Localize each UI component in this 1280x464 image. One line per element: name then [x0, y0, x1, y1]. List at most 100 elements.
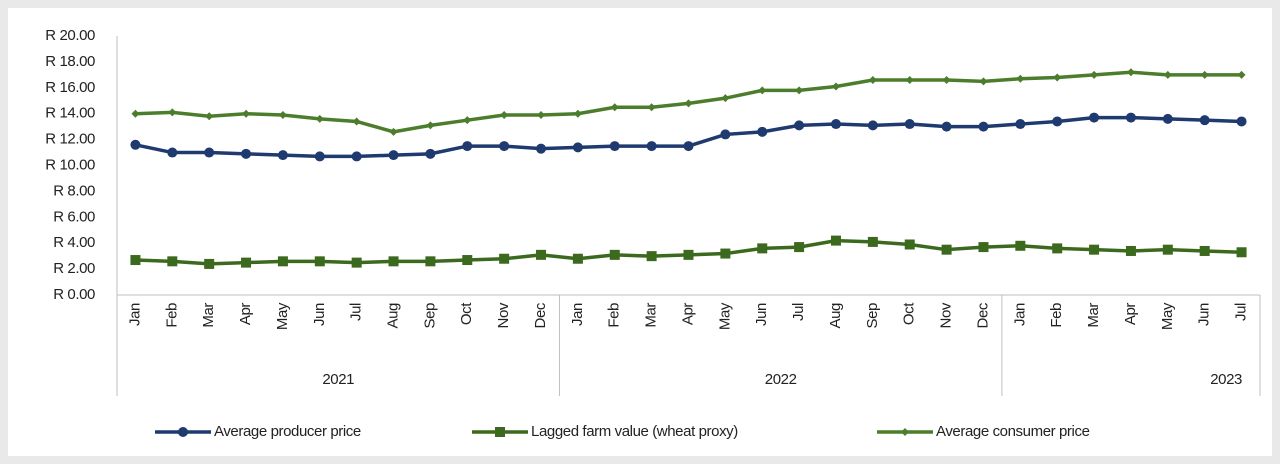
group-label: 2022 [765, 371, 797, 388]
marker [941, 244, 952, 255]
marker [867, 120, 878, 131]
x-tick-label: Jun [311, 303, 328, 326]
marker [794, 120, 805, 131]
group-label: 2023 [1210, 371, 1242, 388]
marker [720, 129, 731, 140]
marker [1126, 68, 1135, 77]
x-tick-label: Aug [827, 303, 844, 329]
x-tick-label: May [274, 302, 291, 330]
y-tick-label: R 8.00 [53, 182, 95, 199]
marker [1053, 73, 1062, 82]
marker [1125, 245, 1136, 256]
marker [499, 141, 510, 152]
marker [572, 253, 583, 264]
marker [1237, 70, 1246, 79]
chart-background [8, 8, 1272, 456]
x-tick-label: Nov [495, 302, 512, 328]
marker [609, 141, 620, 152]
marker [979, 77, 988, 86]
marker [500, 110, 509, 119]
marker [204, 258, 215, 269]
x-tick-label: Sep [864, 303, 881, 329]
x-tick-label: Mar [200, 303, 217, 328]
y-tick-label: R 6.00 [53, 208, 95, 225]
marker [1162, 244, 1173, 255]
marker [167, 147, 178, 158]
marker [1052, 116, 1063, 127]
x-tick-label: Feb [606, 303, 623, 328]
x-tick-label: Dec [532, 302, 549, 328]
marker [646, 141, 657, 152]
marker [426, 121, 435, 130]
y-tick-label: R 4.00 [53, 234, 95, 251]
marker [942, 76, 951, 85]
marker [647, 103, 656, 112]
marker [242, 109, 251, 118]
x-tick-label: Mar [1085, 303, 1102, 328]
marker [904, 239, 915, 250]
marker [721, 94, 730, 103]
x-tick-label: Aug [385, 303, 402, 329]
marker [389, 127, 398, 136]
marker [646, 251, 657, 262]
marker [462, 141, 473, 152]
marker [388, 150, 399, 161]
x-tick-label: Jun [753, 303, 770, 326]
marker [495, 427, 505, 437]
marker [1052, 243, 1063, 254]
y-tick-label: R 2.00 [53, 260, 95, 277]
marker [1015, 240, 1026, 251]
x-tick-label: May [716, 302, 733, 330]
marker [978, 121, 989, 132]
x-tick-label: Oct [458, 302, 475, 325]
x-tick-label: Jan [1011, 303, 1028, 326]
x-tick-label: Jul [348, 303, 365, 321]
group-label: 2021 [322, 371, 354, 388]
marker [1163, 70, 1172, 79]
x-tick-label: Mar [643, 303, 660, 328]
x-tick-label: Apr [679, 303, 696, 326]
marker [168, 108, 177, 117]
marker [537, 110, 546, 119]
marker [1089, 112, 1100, 123]
marker [204, 147, 215, 158]
marker [351, 257, 362, 268]
x-tick-label: Apr [237, 303, 254, 326]
marker [536, 249, 547, 260]
marker [683, 141, 694, 152]
marker [130, 255, 141, 266]
marker [609, 249, 620, 260]
legend-label: Average consumer price [936, 423, 1090, 440]
marker [610, 103, 619, 112]
marker [1236, 247, 1247, 258]
marker [830, 119, 841, 130]
x-tick-label: Feb [1048, 303, 1065, 328]
marker [1015, 119, 1026, 130]
marker [351, 151, 362, 162]
marker [794, 242, 805, 253]
x-tick-label: Jul [790, 303, 807, 321]
marker [1090, 70, 1099, 79]
marker [130, 139, 141, 150]
legend-label: Average producer price [214, 423, 361, 440]
marker [978, 242, 989, 253]
x-tick-label: Jul [1233, 303, 1250, 321]
marker [425, 256, 436, 267]
marker [572, 142, 583, 153]
marker [831, 82, 840, 91]
marker [757, 243, 768, 254]
marker [536, 143, 547, 154]
marker [795, 86, 804, 95]
marker [1199, 115, 1210, 126]
x-tick-label: Jan [126, 303, 143, 326]
x-tick-label: Jan [569, 303, 586, 326]
x-tick-label: Jun [1196, 303, 1213, 326]
marker [277, 150, 288, 161]
marker [205, 112, 214, 121]
y-tick-label: R 14.00 [45, 105, 95, 122]
x-tick-label: Apr [1122, 303, 1139, 326]
marker [1162, 113, 1173, 124]
marker [178, 427, 188, 437]
marker [352, 117, 361, 126]
